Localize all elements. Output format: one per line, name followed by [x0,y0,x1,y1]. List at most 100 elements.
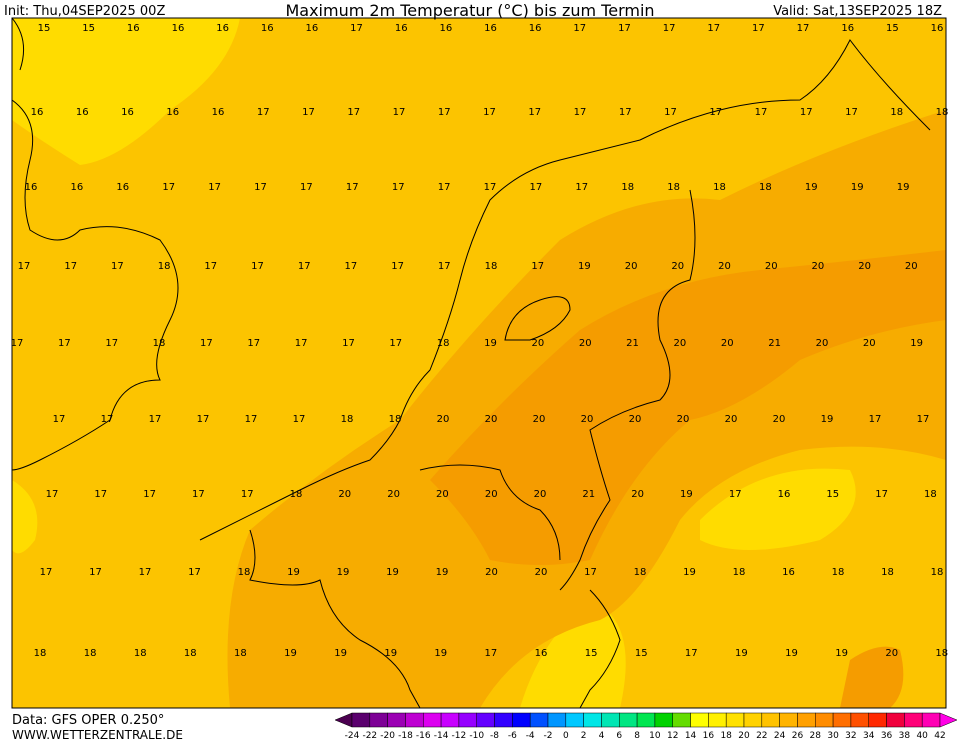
temperature-value: 17 [729,489,742,500]
temperature-value: 16 [121,107,134,118]
temperature-value: 17 [53,414,66,425]
temperature-value: 17 [393,107,406,118]
colorbar-label: 0 [563,731,569,741]
colorbar-swatch [761,712,780,728]
temperature-value: 19 [384,648,397,659]
website: WWW.WETTERZENTRALE.DE [12,728,183,741]
temperature-value: 20 [725,414,738,425]
temperature-value: 17 [139,567,152,578]
init-label: Init: Thu,04SEP2025 00Z [4,4,165,19]
temperature-value: 20 [485,489,498,500]
temperature-value: 19 [821,414,834,425]
temperature-value: 17 [342,338,355,349]
temperature-value: 17 [295,338,308,349]
temperature-value: 17 [204,261,217,272]
colorbar-label: 28 [810,731,822,741]
temperature-value: 17 [875,489,888,500]
temperature-value: 20 [631,489,644,500]
colorbar-swatch [583,712,602,728]
colorbar-label: 26 [792,731,804,741]
temperature-value: 20 [629,414,642,425]
colorbar-swatch [743,712,763,728]
cool-area [520,600,626,708]
temperature-value: 17 [18,261,31,272]
colorbar-label: -2 [544,731,553,741]
temperature-value: 17 [917,414,930,425]
temperature-value: 17 [484,182,497,193]
temperature-value: 17 [709,107,722,118]
temperature-value: 18 [234,648,247,659]
temperature-value: 20 [338,489,351,500]
temperature-value: 20 [905,261,918,272]
temperature-value: 17 [254,182,267,193]
cool-area [12,480,38,554]
temperature-value: 19 [897,182,910,193]
temperature-value: 17 [528,107,541,118]
temperature-value: 17 [664,107,677,118]
temperature-value: 17 [346,182,359,193]
temperature-value: 17 [298,261,311,272]
temperature-value: 20 [534,489,547,500]
temperature-value: 18 [238,567,251,578]
temperature-value: 20 [533,414,546,425]
temperature-value: 19 [683,567,696,578]
colorbar-swatch [886,712,905,728]
temperature-value: 17 [573,23,586,34]
colorbar-label: -8 [490,731,499,741]
temperature-value: 17 [618,23,631,34]
temperature-value: 16 [25,182,38,193]
colorbar-label: 30 [827,731,839,741]
colorbar-label: -6 [508,731,517,741]
colorbar-swatch [921,712,941,728]
temperature-value: 17 [485,648,498,659]
colorbar-swatch [494,712,513,728]
temperature-value: 19 [805,182,818,193]
temperature-value: 16 [212,107,225,118]
temperature-value: 21 [582,489,595,500]
colorbar-swatch [690,712,709,728]
temperature-value: 20 [718,261,731,272]
colorbar-swatch [868,712,887,728]
border-nl-de [559,189,696,591]
temperature-value: 16 [782,567,795,578]
temperature-value: 18 [634,567,647,578]
colorbar-swatch [369,712,388,728]
coastline-continent [199,39,931,541]
temperature-value: 17 [192,489,205,500]
colorbar-swatch [654,712,673,728]
colorbar-label: -12 [452,731,467,741]
temperature-value: 19 [337,567,350,578]
colorbar-arrow [334,712,353,728]
colorbar-swatch [672,712,691,728]
temperature-value: 20 [485,414,498,425]
temperature-value: 17 [800,107,813,118]
colorbar-label: 22 [756,731,767,741]
temperature-value: 15 [585,648,598,659]
temperature-value: 18 [437,338,450,349]
temperature-value: 17 [389,338,402,349]
temperature-value: 20 [387,489,400,500]
temperature-value: 17 [347,107,360,118]
colorbar-label: 40 [916,731,928,741]
temperature-value: 20 [765,261,778,272]
temperature-value: 16 [216,23,229,34]
temperature-value: 15 [886,23,899,34]
border-fr-be [249,529,421,708]
temperature-value: 17 [391,261,404,272]
colorbar-swatch [725,712,745,728]
temperature-value: 21 [626,338,639,349]
temperature-value: 19 [434,648,447,659]
colorbar-swatch [529,712,549,728]
temperature-value: 17 [350,23,363,34]
temperature-value: 16 [166,107,179,118]
colorbar-swatch [708,712,727,728]
temperature-value: 20 [671,261,684,272]
temperature-value: 19 [735,648,748,659]
hot-area [840,646,904,708]
temperature-value: 18 [621,182,634,193]
temperature-value: 20 [535,567,548,578]
colorbar-swatch [832,712,852,728]
temperature-value: 20 [863,338,876,349]
temperature-value: 19 [334,648,347,659]
